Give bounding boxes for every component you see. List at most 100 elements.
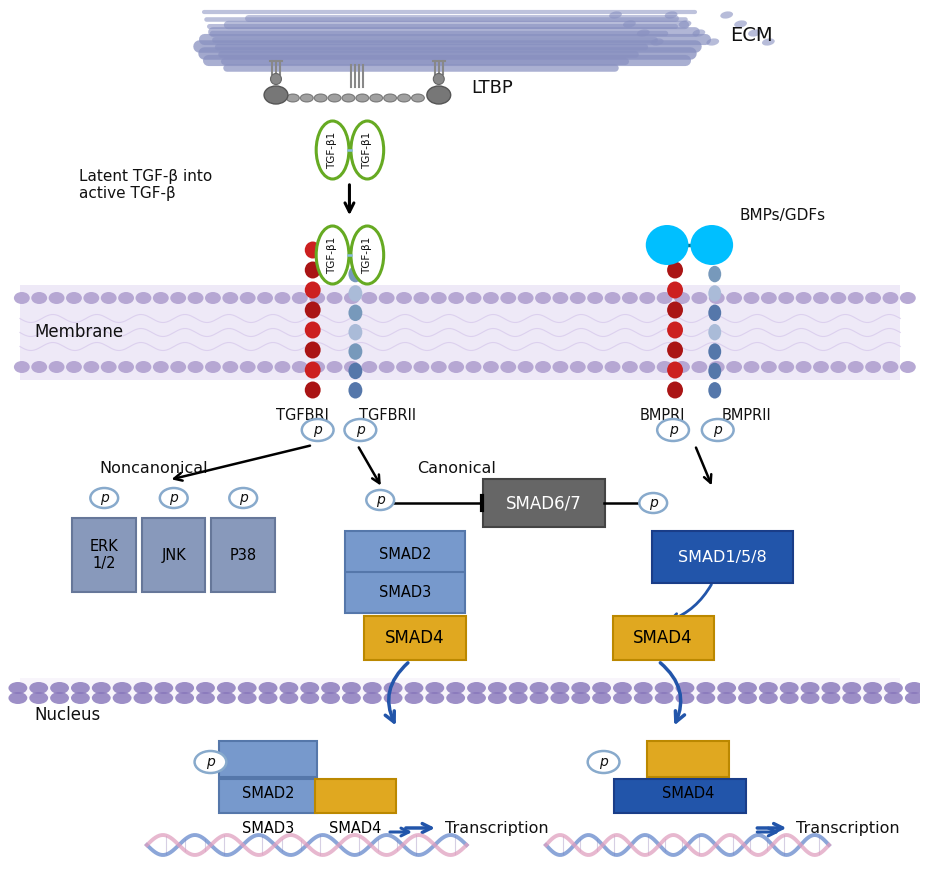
Text: Latent TGF-β into
active TGF-β: Latent TGF-β into active TGF-β xyxy=(80,169,212,202)
Ellipse shape xyxy=(14,292,30,304)
Ellipse shape xyxy=(570,361,586,373)
Ellipse shape xyxy=(300,94,313,102)
Ellipse shape xyxy=(349,266,362,282)
Ellipse shape xyxy=(342,692,361,704)
Ellipse shape xyxy=(349,246,362,263)
Ellipse shape xyxy=(314,94,327,102)
Ellipse shape xyxy=(708,285,721,302)
Ellipse shape xyxy=(667,341,683,358)
Ellipse shape xyxy=(14,361,30,373)
Ellipse shape xyxy=(696,682,716,694)
FancyBboxPatch shape xyxy=(19,285,900,380)
Text: JNK: JNK xyxy=(161,547,186,562)
Ellipse shape xyxy=(656,361,673,373)
Ellipse shape xyxy=(467,682,486,694)
Ellipse shape xyxy=(779,361,794,373)
Ellipse shape xyxy=(667,241,683,259)
FancyBboxPatch shape xyxy=(142,518,206,592)
Ellipse shape xyxy=(709,292,725,304)
Ellipse shape xyxy=(708,324,721,341)
Ellipse shape xyxy=(240,361,256,373)
Ellipse shape xyxy=(305,321,321,339)
Ellipse shape xyxy=(529,692,549,704)
Ellipse shape xyxy=(205,292,221,304)
Ellipse shape xyxy=(113,682,132,694)
Ellipse shape xyxy=(665,11,678,18)
Ellipse shape xyxy=(692,361,707,373)
Ellipse shape xyxy=(529,682,549,694)
Ellipse shape xyxy=(779,292,794,304)
Ellipse shape xyxy=(720,11,733,18)
Ellipse shape xyxy=(237,692,257,704)
Ellipse shape xyxy=(831,361,846,373)
Ellipse shape xyxy=(50,682,69,694)
Ellipse shape xyxy=(759,692,778,704)
Ellipse shape xyxy=(509,692,527,704)
Ellipse shape xyxy=(292,292,308,304)
FancyBboxPatch shape xyxy=(615,779,745,813)
Ellipse shape xyxy=(613,682,632,694)
Ellipse shape xyxy=(362,361,377,373)
Ellipse shape xyxy=(717,682,736,694)
Ellipse shape xyxy=(90,488,118,508)
Ellipse shape xyxy=(780,682,799,694)
Text: TGF-β1: TGF-β1 xyxy=(327,237,337,274)
Ellipse shape xyxy=(446,682,465,694)
Ellipse shape xyxy=(780,692,799,704)
Ellipse shape xyxy=(702,419,733,441)
Ellipse shape xyxy=(344,292,360,304)
Text: p: p xyxy=(170,491,178,505)
Ellipse shape xyxy=(310,361,325,373)
Ellipse shape xyxy=(222,361,238,373)
FancyBboxPatch shape xyxy=(613,616,714,660)
Ellipse shape xyxy=(349,324,362,341)
Ellipse shape xyxy=(113,692,132,704)
Ellipse shape xyxy=(292,361,308,373)
Ellipse shape xyxy=(717,692,736,704)
Ellipse shape xyxy=(316,226,349,284)
Ellipse shape xyxy=(517,361,534,373)
Text: p: p xyxy=(375,493,385,507)
Text: LTBP: LTBP xyxy=(472,79,514,97)
Ellipse shape xyxy=(326,361,342,373)
Ellipse shape xyxy=(300,692,319,704)
Ellipse shape xyxy=(155,682,173,694)
Ellipse shape xyxy=(449,361,464,373)
Ellipse shape xyxy=(153,292,169,304)
Text: SMAD1/5/8: SMAD1/5/8 xyxy=(640,820,720,835)
Ellipse shape xyxy=(426,86,451,104)
Ellipse shape xyxy=(66,292,82,304)
Ellipse shape xyxy=(571,682,590,694)
Text: SMAD2: SMAD2 xyxy=(379,546,431,561)
Ellipse shape xyxy=(305,261,321,278)
Ellipse shape xyxy=(488,692,507,704)
Text: Transcription: Transcription xyxy=(796,820,900,835)
Ellipse shape xyxy=(467,692,486,704)
Ellipse shape xyxy=(726,361,742,373)
Ellipse shape xyxy=(153,361,169,373)
Ellipse shape xyxy=(738,682,757,694)
Ellipse shape xyxy=(362,682,382,694)
Ellipse shape xyxy=(240,292,256,304)
Text: TGF-β1: TGF-β1 xyxy=(327,131,337,169)
Ellipse shape xyxy=(708,382,721,399)
Ellipse shape xyxy=(300,682,319,694)
Ellipse shape xyxy=(592,692,611,704)
Ellipse shape xyxy=(326,292,342,304)
Ellipse shape xyxy=(217,682,235,694)
Ellipse shape xyxy=(634,682,653,694)
Text: SMAD4: SMAD4 xyxy=(385,629,445,647)
Ellipse shape xyxy=(801,692,819,704)
Ellipse shape xyxy=(734,20,747,27)
Ellipse shape xyxy=(604,361,620,373)
Ellipse shape xyxy=(622,292,638,304)
Ellipse shape xyxy=(674,361,690,373)
Ellipse shape xyxy=(349,285,362,302)
Ellipse shape xyxy=(748,29,761,37)
FancyBboxPatch shape xyxy=(647,741,729,777)
Ellipse shape xyxy=(465,292,481,304)
Ellipse shape xyxy=(344,361,360,373)
Ellipse shape xyxy=(305,362,321,378)
Ellipse shape xyxy=(362,692,382,704)
Ellipse shape xyxy=(257,361,273,373)
